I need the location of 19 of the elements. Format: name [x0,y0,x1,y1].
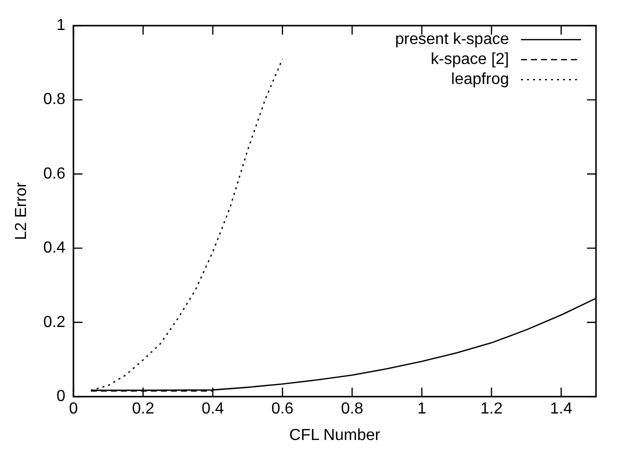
y-tick-label: 1 [56,17,66,34]
x-tick-label: 1.4 [550,400,572,418]
legend-label: present k-space [395,31,510,48]
x-tick-label: 0.8 [341,400,364,418]
x-tick-label: 0.4 [202,400,224,418]
y-axis-title: L2 Error [13,182,30,240]
y-tick-label: 0.8 [43,91,66,108]
y-tick-label: 0.4 [43,240,66,257]
x-tick-label: 1 [417,400,426,418]
x-tick-label: 0.2 [132,400,154,418]
x-tick-label: 1.2 [480,400,503,418]
legend-label: leapfrog [451,71,509,88]
y-tick-label: 0 [56,388,66,406]
y-tick-label: 0.6 [43,165,66,182]
x-tick-label: 0.6 [271,400,294,418]
legend-label: k-space [2] [430,51,509,68]
x-axis-title: CFL Number [289,426,381,444]
y-tick-label: 0.2 [43,314,66,331]
x-tick-label: 0 [68,400,78,418]
